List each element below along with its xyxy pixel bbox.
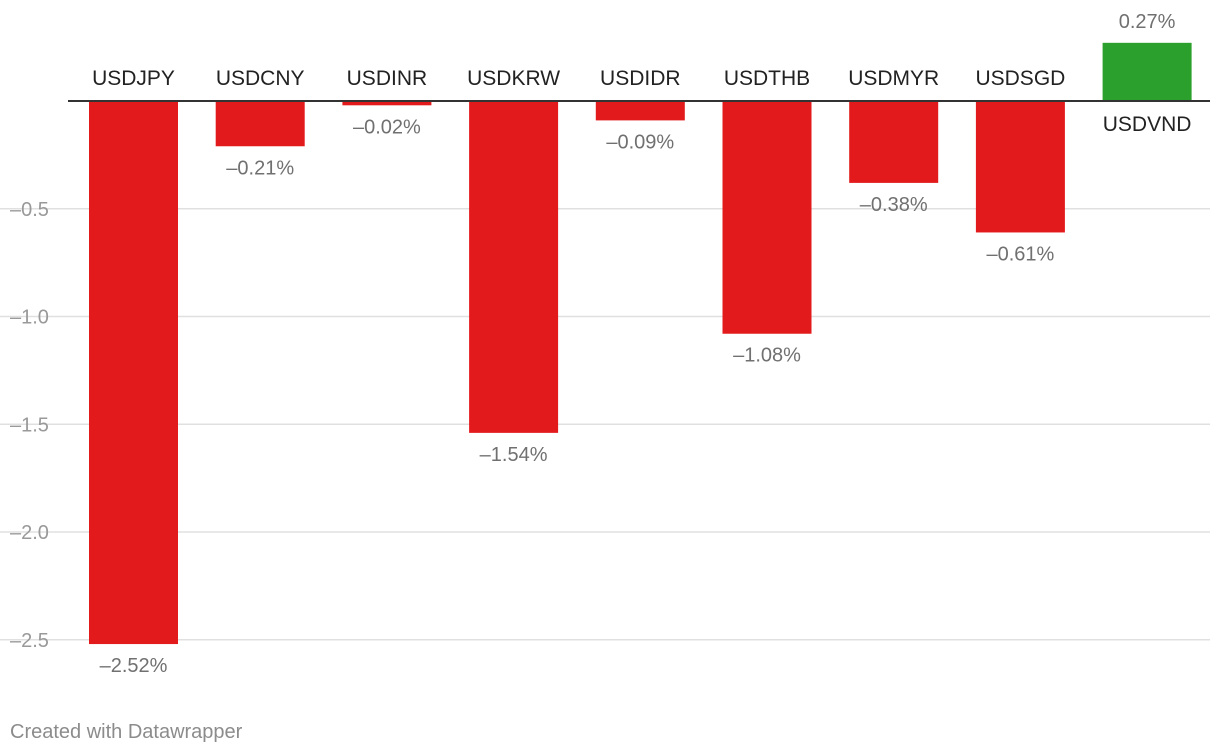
value-label: 0.27%: [1119, 11, 1176, 33]
bar: [89, 101, 178, 645]
category-label: USDVND: [1103, 113, 1192, 136]
category-label: USDCNY: [216, 67, 305, 90]
category-label: USDIDR: [600, 67, 681, 90]
bar: [975, 101, 1065, 233]
credit-text[interactable]: Created with Datawrapper: [10, 721, 243, 743]
category-label: USDMYR: [848, 67, 939, 90]
category-label: USDINR: [347, 67, 428, 90]
y-tick-label: –1.5: [10, 414, 49, 436]
y-tick-label: –2.5: [10, 630, 49, 652]
bar: [722, 101, 812, 334]
value-label: –1.54%: [480, 444, 548, 466]
bar: [849, 101, 939, 183]
category-label: USDTHB: [724, 67, 810, 90]
value-label: –1.08%: [733, 345, 801, 367]
category-label: USDSGD: [975, 67, 1065, 90]
bar: [1102, 42, 1192, 101]
value-label: –0.61%: [986, 243, 1054, 265]
value-label: –2.52%: [100, 655, 168, 677]
value-label: –0.02%: [353, 116, 421, 138]
category-label: USDJPY: [92, 67, 175, 90]
value-label: –0.09%: [606, 131, 674, 153]
y-tick-label: –1.0: [10, 307, 49, 329]
bar: [595, 101, 685, 121]
bar-chart: –0.5 –1.0 –1.5 –2.0 –2.5 –2.52% USDJPY –0.21% US…: [0, 11, 1210, 677]
bar: [469, 101, 559, 433]
bar: [342, 101, 432, 106]
value-label: –0.38%: [860, 194, 928, 216]
y-tick-label: –2.0: [10, 522, 49, 544]
category-label: USDKRW: [467, 67, 560, 90]
y-tick-label: –0.5: [10, 199, 49, 221]
bar: [215, 101, 305, 147]
value-label: –0.21%: [226, 157, 294, 179]
